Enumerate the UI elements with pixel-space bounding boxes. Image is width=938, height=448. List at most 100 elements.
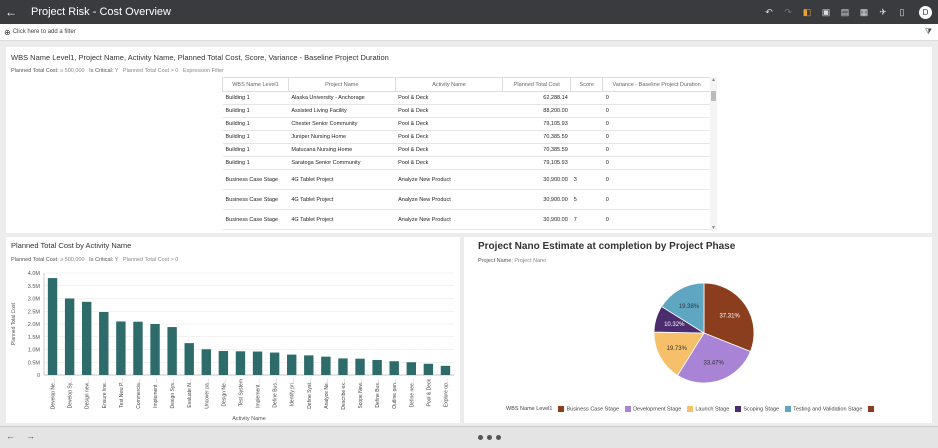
bar[interactable] xyxy=(321,356,331,375)
legend-item[interactable] xyxy=(868,406,876,412)
table-row[interactable]: Building 1 Assisted Living Facility Pool &… xyxy=(222,104,711,118)
scroll-up-icon[interactable]: ▲ xyxy=(711,77,716,83)
table-cell: Analyze New Product xyxy=(395,189,503,210)
scroll-down-icon[interactable]: ▼ xyxy=(711,225,716,231)
bar[interactable] xyxy=(201,349,211,375)
bar[interactable] xyxy=(133,321,143,375)
filter-settings-icon[interactable]: ⧩ xyxy=(924,27,932,36)
bar[interactable] xyxy=(406,362,416,375)
column-header[interactable]: Score xyxy=(570,77,604,92)
table-cell: 3 xyxy=(570,169,603,190)
pie-slice[interactable] xyxy=(703,282,755,353)
bar[interactable] xyxy=(252,351,263,375)
table-scrollbar[interactable]: ▲ ▼ xyxy=(710,77,717,231)
bar[interactable] xyxy=(304,355,314,375)
table-cell: Business Case Stage xyxy=(222,169,289,190)
pie-chart-panel: Project Nano Estimate at completion by P… xyxy=(464,237,932,423)
page-dot[interactable] xyxy=(478,435,483,440)
filter-value[interactable]: ≥ 500,000 xyxy=(60,257,85,263)
column-header[interactable]: WBS Name Level1 xyxy=(222,77,289,92)
pie-slice-label: 33.47% xyxy=(703,360,724,366)
legend-item[interactable]: Business Case Stage xyxy=(558,406,619,412)
bookmark-icon[interactable]: ▯ xyxy=(899,7,905,17)
legend-label: Development Stage xyxy=(633,406,682,413)
bar[interactable] xyxy=(440,365,451,375)
pie-slice[interactable] xyxy=(676,332,751,384)
present-icon[interactable]: ▦ xyxy=(859,7,869,17)
back-arrow-icon[interactable]: ← xyxy=(5,5,17,19)
add-filter-placeholder[interactable]: Click here to add a filter xyxy=(12,29,76,35)
scroll-thumb[interactable] xyxy=(711,91,716,101)
bar[interactable] xyxy=(218,351,229,375)
bar[interactable] xyxy=(355,358,365,375)
redo-icon[interactable]: ↷ xyxy=(784,7,792,17)
user-avatar[interactable]: D xyxy=(919,5,932,19)
column-header[interactable]: Activity Name xyxy=(394,77,504,92)
y-tick-label: 4.0M xyxy=(28,271,41,277)
bar[interactable] xyxy=(184,343,194,375)
page-dot[interactable] xyxy=(496,435,501,440)
filter-value[interactable]: Planned Total Cost > 0 xyxy=(122,68,179,74)
bar[interactable] xyxy=(167,327,177,375)
page-dot[interactable] xyxy=(487,435,492,440)
table-cell: 79,105.93 xyxy=(502,117,571,131)
share-icon[interactable]: ✈ xyxy=(879,7,887,17)
filter-value[interactable]: ≥ 500,000 xyxy=(60,68,85,74)
bar[interactable] xyxy=(423,363,434,375)
comment-icon[interactable]: ▤ xyxy=(840,7,850,17)
bar[interactable] xyxy=(116,321,126,375)
previous-page-icon[interactable]: ← xyxy=(6,431,15,441)
legend-item[interactable]: Development Stage xyxy=(625,406,681,412)
x-axis-label: Activity Name xyxy=(232,416,266,422)
legend-item[interactable]: Scoping Stage xyxy=(735,406,779,412)
x-tick-label: Implement ... xyxy=(256,379,262,408)
pie-slice[interactable] xyxy=(661,282,705,334)
legend-item[interactable]: Launch Stage xyxy=(687,406,729,412)
table-row[interactable]: Building 1 Alaska University - Anchorage P… xyxy=(222,91,711,105)
filter-bar[interactable]: ⊕ Click here to add a filter ⧩ xyxy=(0,24,938,41)
bar[interactable] xyxy=(99,312,109,375)
table-row[interactable]: Business Case Stage 4G Tablet Project Anal… xyxy=(222,169,711,190)
column-header[interactable]: Variance - Baseline Project Duration xyxy=(602,77,711,92)
undo-icon[interactable]: ↶ xyxy=(765,7,773,17)
bar[interactable] xyxy=(47,278,58,375)
bar[interactable] xyxy=(150,324,160,375)
table-cell: 0 xyxy=(602,209,711,230)
table-row[interactable]: Business Case Stage 4G Tablet Project Anal… xyxy=(222,189,711,210)
bar[interactable] xyxy=(287,354,297,375)
filter-value[interactable]: Y xyxy=(114,68,119,74)
bar[interactable] xyxy=(64,298,75,376)
column-header[interactable]: Planned Total Cost xyxy=(502,77,572,92)
bar[interactable] xyxy=(269,352,280,375)
data-icon[interactable]: ◧ xyxy=(802,7,812,17)
filter-value[interactable]: Planned Total Cost > 0 xyxy=(122,257,179,263)
table-row[interactable]: Building 1 Saratoga Senior Community Pool … xyxy=(222,156,711,170)
bar[interactable] xyxy=(235,351,246,375)
legend-swatch xyxy=(625,406,632,412)
pie-slice[interactable] xyxy=(653,331,705,376)
table-cell: 4G Tablet Project xyxy=(288,169,396,190)
save-icon[interactable]: ▣ xyxy=(821,7,831,17)
bar[interactable] xyxy=(82,301,92,375)
column-header[interactable]: Project Name xyxy=(287,77,396,92)
footer-bar: ← → xyxy=(0,426,938,448)
table-cell: Chester Senior Community xyxy=(288,117,396,131)
legend-swatch xyxy=(785,406,792,412)
bar[interactable] xyxy=(389,361,399,375)
filter-value[interactable]: Expression Filter xyxy=(182,68,224,74)
table-row[interactable]: Building 1 Juniper Nursing Home Pool & Dec… xyxy=(222,130,711,144)
table-cell: Assisted Living Facility xyxy=(288,104,396,118)
bar[interactable] xyxy=(372,359,382,375)
table-row[interactable]: Building 1 Chester Senior Community Pool &… xyxy=(222,117,711,131)
bar[interactable] xyxy=(338,358,348,375)
table-row[interactable]: Business Case Stage 4G Tablet Project Anal… xyxy=(222,209,711,230)
legend-item[interactable]: Testing and Validation Stage xyxy=(785,406,862,412)
table-row[interactable]: Building 1 Matucana Nursing Home Pool & De… xyxy=(222,143,711,157)
filter-value[interactable]: Y xyxy=(114,257,119,263)
filter-value[interactable]: Project Nano xyxy=(514,258,547,264)
x-tick-label: Design new... xyxy=(85,379,91,409)
next-page-icon[interactable]: → xyxy=(26,431,35,441)
table-cell xyxy=(570,156,603,170)
add-filter-icon[interactable]: ⊕ xyxy=(4,27,11,37)
pie-chart: 37.31% 33.47% 19.73% 10.32% 19.38% xyxy=(653,282,755,384)
